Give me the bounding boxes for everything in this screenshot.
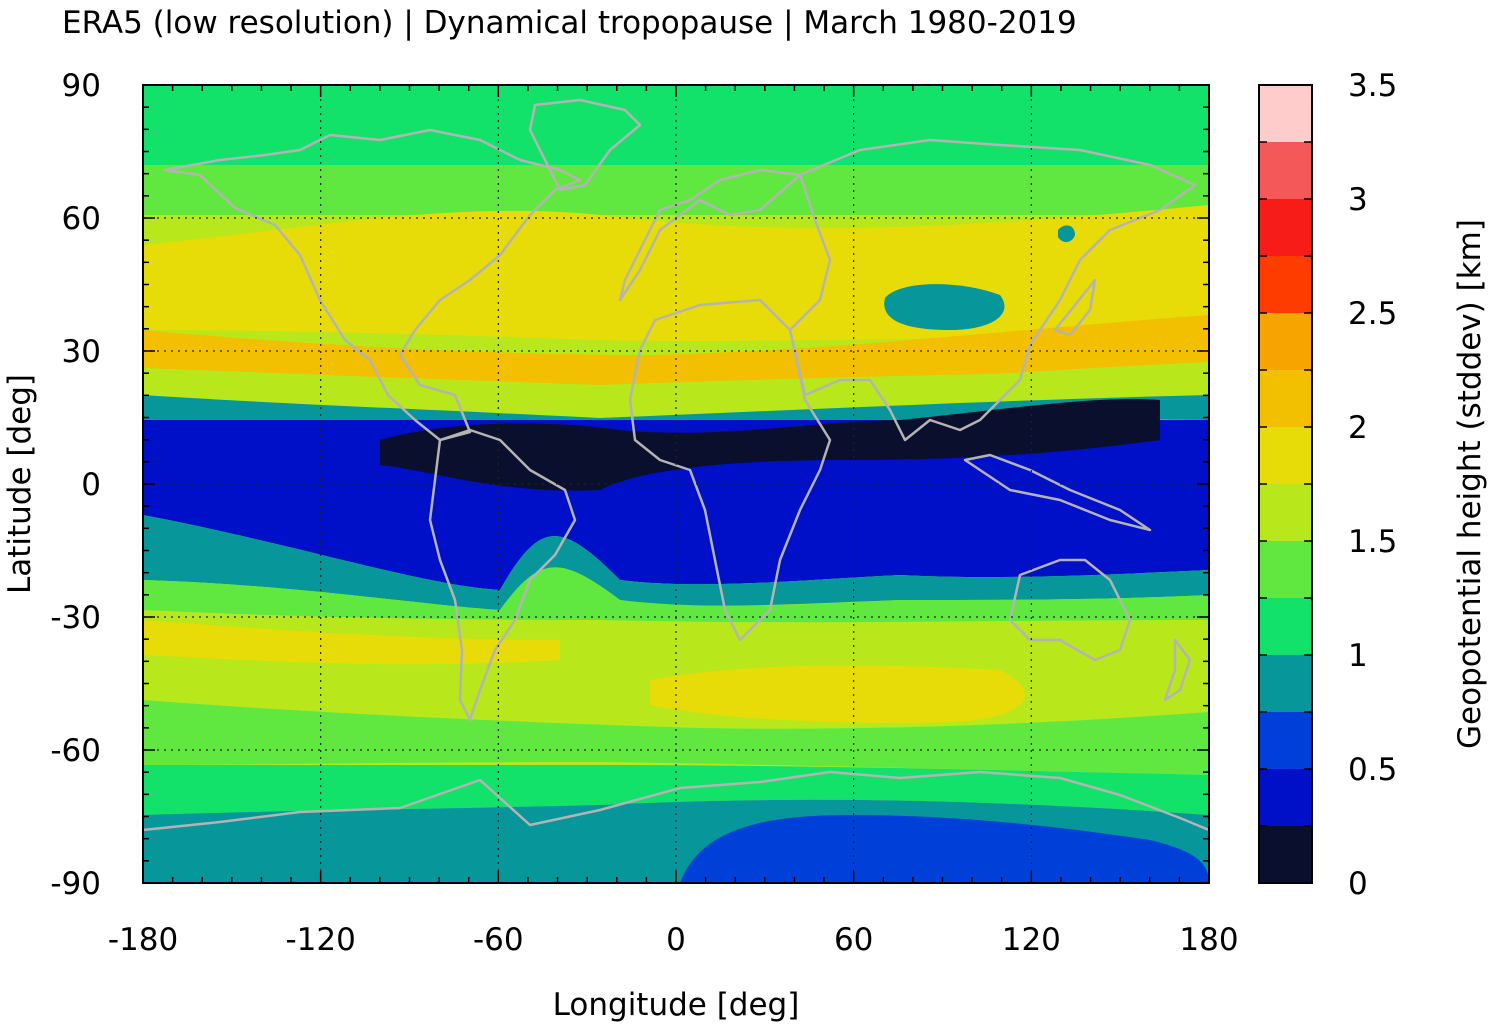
colorbar-swatch (1259, 370, 1312, 427)
y-axis-tick-labels: 90 60 30 0 -30 -60 -90 (50, 68, 101, 902)
colorbar-label: Geopotential height (stddev) [km] (1452, 219, 1488, 749)
y-tick-label: 30 (62, 334, 101, 370)
field-blob-tibet (884, 284, 1005, 330)
coastline-greenland (528, 98, 642, 192)
x-tick-label: -60 (473, 922, 524, 958)
coastline-north-america (163, 128, 582, 442)
field-band-itcz (380, 399, 1160, 491)
coastline-africa (628, 298, 832, 642)
field-blob-south-pacific (143, 620, 560, 665)
colorbar-tick-label: 0 (1348, 866, 1368, 902)
y-tick-label: 90 (62, 68, 101, 104)
colorbar-swatch (1259, 712, 1312, 769)
field-band-south-edge (143, 515, 1209, 610)
colorbar-tick-label: 2 (1348, 410, 1368, 446)
coastline-europe (618, 168, 802, 302)
colorbar-tick-label: 3 (1348, 182, 1368, 218)
x-tick-label: 60 (834, 922, 873, 958)
coastline-japan (1053, 278, 1097, 337)
colorbar-tick-label: 1 (1348, 638, 1368, 674)
x-tick-label: 180 (1179, 922, 1238, 958)
y-axis-label: Latitude [deg] (2, 374, 38, 594)
colorbar-swatch (1259, 256, 1312, 313)
colorbar-tick-label: 1.5 (1348, 524, 1397, 560)
colorbar-tick-label: 2.5 (1348, 296, 1397, 332)
coastline-asia (788, 138, 1197, 442)
colorbar-swatch (1259, 142, 1312, 199)
colorbar (1259, 84, 1312, 884)
field-band-north-gradient (143, 362, 1209, 410)
colorbar-swatch (1259, 541, 1312, 598)
colorbar-swatch (1259, 484, 1312, 541)
coastline-antarctica (143, 770, 1209, 832)
x-tick-label: 0 (666, 922, 686, 958)
x-axis-label: Longitude [deg] (553, 987, 800, 1023)
colorbar-swatch (1259, 199, 1312, 256)
colorbar-swatch (1259, 598, 1312, 655)
coastline-australia (1008, 558, 1132, 662)
y-tick-label: -30 (50, 600, 101, 636)
colorbar-swatch (1259, 769, 1312, 826)
colorbar-tick-labels: 0 0.5 1 1.5 2 2.5 3 3.5 (1348, 68, 1397, 902)
y-tick-label: 0 (81, 467, 101, 503)
x-axis-tick-labels: -180 -120 -60 0 60 120 180 (108, 922, 1239, 958)
y-tick-label: -90 (50, 866, 101, 902)
colorbar-swatch (1259, 313, 1312, 370)
plot-frame (142, 84, 1210, 884)
x-tick-label: -180 (108, 922, 178, 958)
chart-title: ERA5 (low resolution) | Dynamical tropop… (62, 5, 1077, 41)
colorbar-tick-label: 0.5 (1348, 752, 1397, 788)
field-blob-south-indian (650, 665, 1025, 723)
colorbar-swatch (1259, 427, 1312, 484)
y-tick-label: -60 (50, 733, 101, 769)
colorbar-swatch (1259, 655, 1312, 712)
colorbar-swatch (1259, 826, 1312, 883)
coastlines (143, 98, 1209, 832)
field-band-south-gradient (143, 567, 1209, 623)
field-blob-east-antarctica (680, 815, 1209, 883)
x-tick-label: 120 (1002, 922, 1061, 958)
grid (143, 85, 1209, 883)
x-tick-label: -120 (285, 922, 355, 958)
field-band-arctic (143, 85, 1209, 165)
y-tick-label: 60 (62, 201, 101, 237)
colorbar-frame (1258, 84, 1313, 884)
coastline-south-america (428, 428, 577, 722)
colorbar-swatch (1259, 85, 1312, 142)
coastline-new-zealand (1163, 638, 1192, 702)
coastline-indonesia (963, 453, 1152, 532)
field-blob-east-asia (1058, 225, 1075, 243)
colorbar-tick-label: 3.5 (1348, 68, 1397, 104)
